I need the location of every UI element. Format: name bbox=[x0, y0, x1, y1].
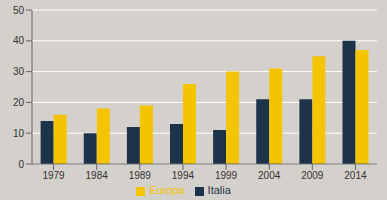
svg-text:40: 40 bbox=[13, 35, 25, 46]
html-text:Europa: Europa bbox=[149, 184, 185, 196]
svg-text:1999: 1999 bbox=[215, 170, 238, 181]
svg-text:30: 30 bbox=[13, 66, 25, 77]
svg-text:2014: 2014 bbox=[344, 170, 367, 181]
svg-text:0: 0 bbox=[18, 159, 24, 170]
svg-text:50: 50 bbox=[13, 5, 25, 16]
svg-text:1994: 1994 bbox=[172, 170, 195, 181]
svg-text:1979: 1979 bbox=[42, 170, 65, 181]
svg-text:2009: 2009 bbox=[301, 170, 324, 181]
svg-text:1984: 1984 bbox=[86, 170, 109, 181]
html-text:Italia: Italia bbox=[207, 184, 231, 196]
svg-text:2004: 2004 bbox=[258, 170, 281, 181]
svg-text:1989: 1989 bbox=[129, 170, 152, 181]
svg-text:10: 10 bbox=[13, 128, 25, 139]
svg-text:20: 20 bbox=[13, 97, 25, 108]
